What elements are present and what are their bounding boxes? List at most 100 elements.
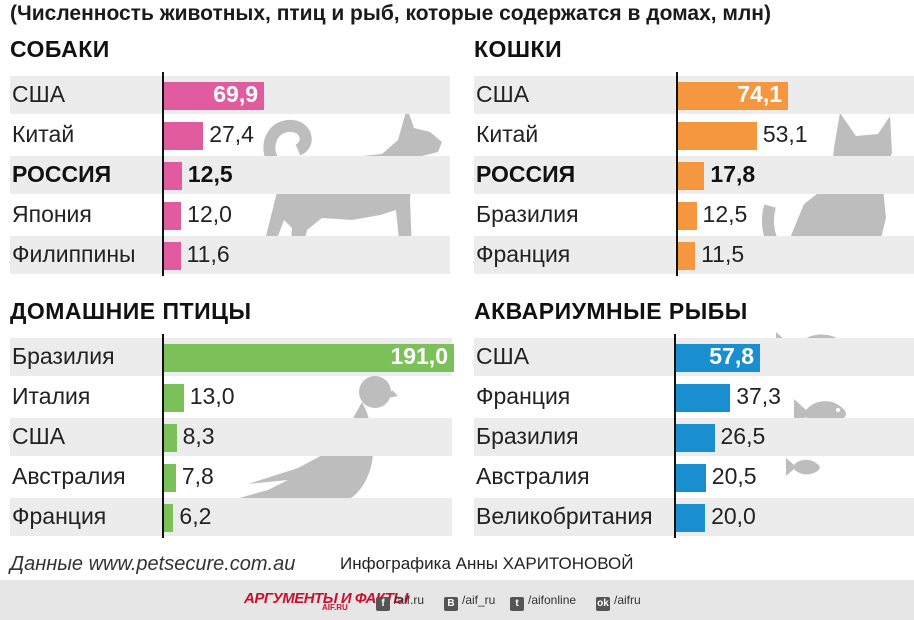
category-label: Великобритания bbox=[476, 503, 653, 529]
value-label: 12,5 bbox=[187, 161, 233, 187]
bar-row: Великобритания 20,0 bbox=[474, 498, 914, 536]
value-label: 20,0 bbox=[711, 503, 756, 529]
social-link-label: /aif.ru bbox=[394, 593, 425, 607]
panel-title: ДОМАШНИЕ ПТИЦЫ bbox=[10, 298, 252, 324]
social-link-label: /aifru bbox=[614, 593, 641, 607]
social-link[interactable]: ok/aifru bbox=[596, 593, 641, 611]
panel-title: КОШКИ bbox=[474, 36, 563, 62]
bar-list: США 57,8 Франция 37,3 Бразилия 26,5 Австралия 2… bbox=[474, 334, 914, 538]
value-label: 13,0 bbox=[189, 383, 235, 409]
infographic-credit: Инфографика Анны ХАРИТОНОВОЙ bbox=[340, 554, 634, 573]
bar-row: Австралия 7,8 bbox=[10, 458, 452, 496]
bar bbox=[676, 424, 715, 452]
brand-logo[interactable]: АРГУМЕНТЫ И ФАКТЫ bbox=[244, 590, 408, 607]
bar-row: Франция 11,5 bbox=[474, 236, 914, 274]
bar bbox=[678, 202, 697, 230]
social-link-label: /aif_ru bbox=[462, 593, 496, 607]
value-label: 74,1 bbox=[737, 81, 782, 107]
bar bbox=[164, 384, 184, 412]
bar bbox=[678, 242, 696, 270]
value-label: 37,3 bbox=[736, 383, 781, 409]
bar-row: Австралия 20,5 bbox=[474, 458, 914, 496]
bar bbox=[164, 504, 174, 532]
value-label: 12,5 bbox=[702, 201, 748, 227]
axis-line bbox=[162, 334, 164, 538]
category-label: Бразилия bbox=[476, 201, 579, 227]
facebook-icon: f bbox=[376, 597, 390, 611]
social-link-label: /aifonline bbox=[528, 593, 577, 607]
category-label: Италия bbox=[12, 383, 91, 409]
category-label: США bbox=[12, 423, 66, 449]
bar bbox=[164, 162, 182, 190]
value-label: 53,1 bbox=[762, 121, 808, 147]
category-label: Китай bbox=[476, 121, 539, 147]
category-label: Франция bbox=[476, 241, 571, 267]
social-link[interactable]: f/aif.ru bbox=[376, 593, 424, 611]
bar-row: США 69,9 bbox=[10, 76, 450, 114]
panel-title: АКВАРИУМНЫЕ РЫБЫ bbox=[474, 298, 748, 324]
bar bbox=[164, 344, 454, 372]
bar bbox=[164, 424, 177, 452]
bar-row: Бразилия 26,5 bbox=[474, 418, 914, 456]
value-label: 191,0 bbox=[390, 343, 448, 369]
category-label: Австралия bbox=[12, 463, 126, 489]
bar-row: Франция 37,3 bbox=[474, 378, 914, 416]
bar bbox=[164, 122, 204, 150]
category-label: США bbox=[12, 81, 66, 107]
category-label: РОССИЯ bbox=[12, 161, 112, 187]
twitter-icon: t bbox=[510, 597, 524, 611]
social-link[interactable]: t/aifonline bbox=[510, 593, 576, 611]
value-label: 6,2 bbox=[179, 503, 212, 529]
bar-row: Китай 53,1 bbox=[474, 116, 914, 154]
value-label: 11,6 bbox=[186, 241, 230, 267]
bar-row: РОССИЯ 17,8 bbox=[474, 156, 914, 194]
category-label: Китай bbox=[12, 121, 75, 147]
value-label: 27,4 bbox=[209, 121, 254, 147]
bar-row: РОССИЯ 12,5 bbox=[10, 156, 450, 194]
bar bbox=[164, 242, 181, 270]
bar bbox=[678, 162, 705, 190]
chart-title: (Численность животных, птиц и рыб, котор… bbox=[10, 2, 771, 25]
bar-row: Бразилия 12,5 bbox=[474, 196, 914, 234]
axis-line bbox=[676, 72, 678, 276]
category-label: Япония bbox=[12, 201, 92, 227]
bar-row: Италия 13,0 bbox=[10, 378, 452, 416]
bar-row: Бразилия 191,0 bbox=[10, 338, 454, 376]
odnoklassniki-icon: ok bbox=[596, 597, 610, 611]
value-label: 12,0 bbox=[187, 201, 232, 227]
bar bbox=[678, 82, 788, 110]
category-label: РОССИЯ bbox=[476, 161, 576, 187]
fish-tiny-silhouette-icon bbox=[786, 458, 820, 476]
value-label: 7,8 bbox=[181, 463, 214, 489]
bar-row: Китай 27,4 bbox=[10, 116, 450, 154]
category-label: Бразилия bbox=[476, 423, 579, 449]
category-label: Франция bbox=[476, 383, 571, 409]
social-link[interactable]: B/aif_ru bbox=[444, 593, 495, 611]
bar-row: США 57,8 bbox=[474, 338, 914, 376]
category-label: США bbox=[476, 343, 530, 369]
bar bbox=[676, 384, 731, 412]
bar-row: Филиппины 11,6 bbox=[10, 236, 450, 274]
bar bbox=[676, 464, 706, 492]
category-label: США bbox=[476, 81, 530, 107]
bar-row: США 74,1 bbox=[474, 76, 914, 114]
value-label: 26,5 bbox=[720, 423, 766, 449]
bar bbox=[678, 122, 757, 150]
bar bbox=[164, 464, 176, 492]
bar bbox=[164, 202, 182, 230]
bar bbox=[676, 344, 760, 372]
category-label: Австралия bbox=[476, 463, 590, 489]
bar-list: США 69,9 Китай 27,4 РОССИЯ 12,5 Япония 12,0 Фили… bbox=[10, 72, 450, 276]
value-label: 11,5 bbox=[701, 241, 745, 267]
axis-line bbox=[674, 334, 676, 538]
data-source: Данные www.petsecure.com.au bbox=[10, 553, 296, 575]
value-label: 69,9 bbox=[213, 81, 258, 107]
category-label: Бразилия bbox=[12, 343, 115, 369]
bar-row: Япония 12,0 bbox=[10, 196, 450, 234]
bar-list: Бразилия 191,0 Италия 13,0 США 8,3 Австралия 7,… bbox=[10, 334, 454, 538]
footer-bar: АРГУМЕНТЫ И ФАКТЫ AIF.RU f/aif.ru B/aif_r… bbox=[0, 580, 914, 620]
category-label: Франция bbox=[12, 503, 107, 529]
vk-icon: B bbox=[444, 597, 458, 611]
axis-line bbox=[162, 72, 164, 276]
category-label: Филиппины bbox=[12, 241, 136, 267]
